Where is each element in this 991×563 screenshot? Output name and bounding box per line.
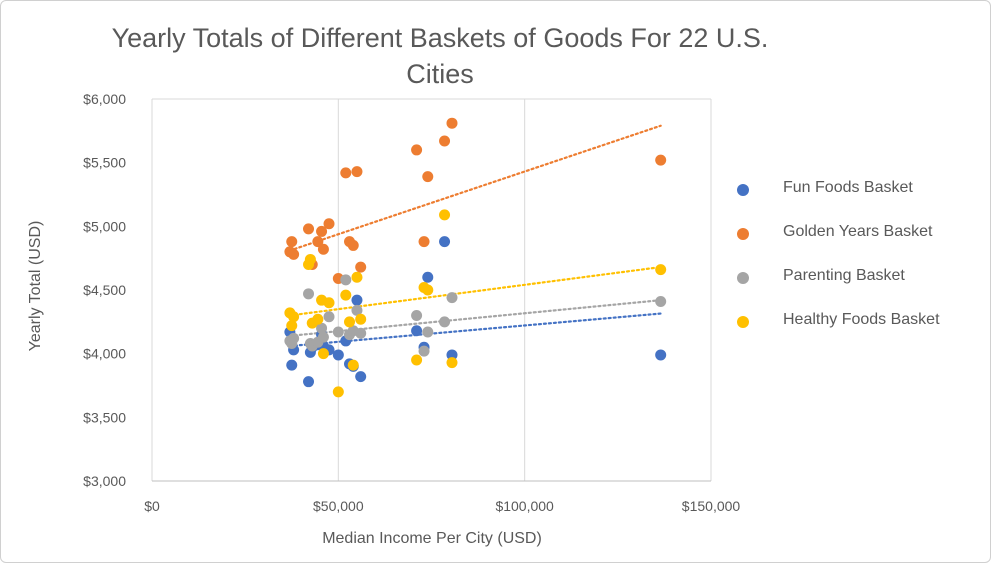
data-point xyxy=(347,359,359,371)
data-point xyxy=(286,236,298,248)
data-point xyxy=(351,294,363,306)
data-point xyxy=(422,271,434,283)
data-point xyxy=(422,326,434,338)
data-point xyxy=(332,386,344,398)
data-point xyxy=(411,144,423,156)
data-point xyxy=(340,274,352,286)
data-point xyxy=(355,261,367,273)
data-point xyxy=(422,171,434,183)
data-point xyxy=(316,225,328,237)
legend-marker xyxy=(737,316,749,328)
y-tick-label: $5,000 xyxy=(83,218,126,234)
y-tick-label: $3,500 xyxy=(83,409,126,425)
x-tick-label: $150,000 xyxy=(682,498,741,514)
data-point xyxy=(418,236,430,248)
data-point xyxy=(439,135,451,147)
data-point xyxy=(355,371,367,383)
data-point xyxy=(312,313,324,325)
legend-marker xyxy=(737,184,749,196)
data-point xyxy=(288,332,300,344)
data-point xyxy=(288,311,300,323)
data-point xyxy=(655,349,667,361)
data-point xyxy=(655,295,667,307)
y-tick-label: $5,500 xyxy=(83,155,126,171)
data-point xyxy=(303,376,315,388)
data-point xyxy=(351,166,363,178)
chart-title: Yearly Totals of Different Baskets of Go… xyxy=(111,23,769,89)
data-point xyxy=(340,167,352,179)
data-point xyxy=(304,253,316,265)
trendline xyxy=(288,265,662,317)
data-point xyxy=(411,354,423,366)
data-point xyxy=(317,331,329,343)
data-point xyxy=(418,345,430,357)
data-point xyxy=(422,284,434,296)
data-point xyxy=(655,264,667,276)
data-point xyxy=(655,154,667,166)
legend-label: Parenting Basket xyxy=(783,267,905,284)
legend-label: Golden Years Basket xyxy=(783,223,933,240)
data-point xyxy=(316,322,328,334)
y-tick-label: $3,000 xyxy=(83,473,126,489)
data-point xyxy=(411,309,423,321)
legend-label: Fun Foods Basket xyxy=(783,179,913,196)
data-point xyxy=(439,236,451,248)
x-tick-label: $50,000 xyxy=(313,498,364,514)
data-point xyxy=(286,320,298,332)
data-point xyxy=(411,325,423,337)
data-point xyxy=(439,209,451,221)
y-tick-label: $4,500 xyxy=(83,282,126,298)
data-point xyxy=(288,248,300,260)
data-point xyxy=(344,316,356,328)
data-point xyxy=(351,304,363,316)
x-tick-label: $100,000 xyxy=(495,498,554,514)
data-point xyxy=(317,348,329,360)
data-point xyxy=(323,311,335,323)
legend-marker xyxy=(737,272,749,284)
trendline xyxy=(288,124,662,252)
data-point xyxy=(303,288,315,300)
data-point xyxy=(317,243,329,255)
data-point xyxy=(332,349,344,361)
data-point xyxy=(446,117,458,129)
legend-marker xyxy=(737,228,749,240)
data-point xyxy=(355,313,367,325)
data-point xyxy=(351,271,363,283)
data-point xyxy=(323,297,335,309)
legend-label: Healthy Foods Basket xyxy=(783,311,940,328)
data-point xyxy=(323,218,335,230)
y-tick-label: $4,000 xyxy=(83,346,126,362)
data-point xyxy=(446,357,458,369)
trendline xyxy=(288,312,662,348)
data-point xyxy=(340,289,352,301)
data-point xyxy=(446,349,458,361)
y-tick-label: $6,000 xyxy=(83,91,126,107)
data-point xyxy=(439,316,451,328)
data-point xyxy=(286,359,298,371)
data-point xyxy=(312,236,324,248)
data-point xyxy=(347,239,359,251)
x-axis-label: Median Income Per City (USD) xyxy=(322,530,542,547)
data-point xyxy=(332,326,344,338)
data-point xyxy=(303,223,315,235)
data-point xyxy=(446,292,458,304)
data-point xyxy=(355,327,367,339)
x-tick-label: $0 xyxy=(144,498,160,514)
